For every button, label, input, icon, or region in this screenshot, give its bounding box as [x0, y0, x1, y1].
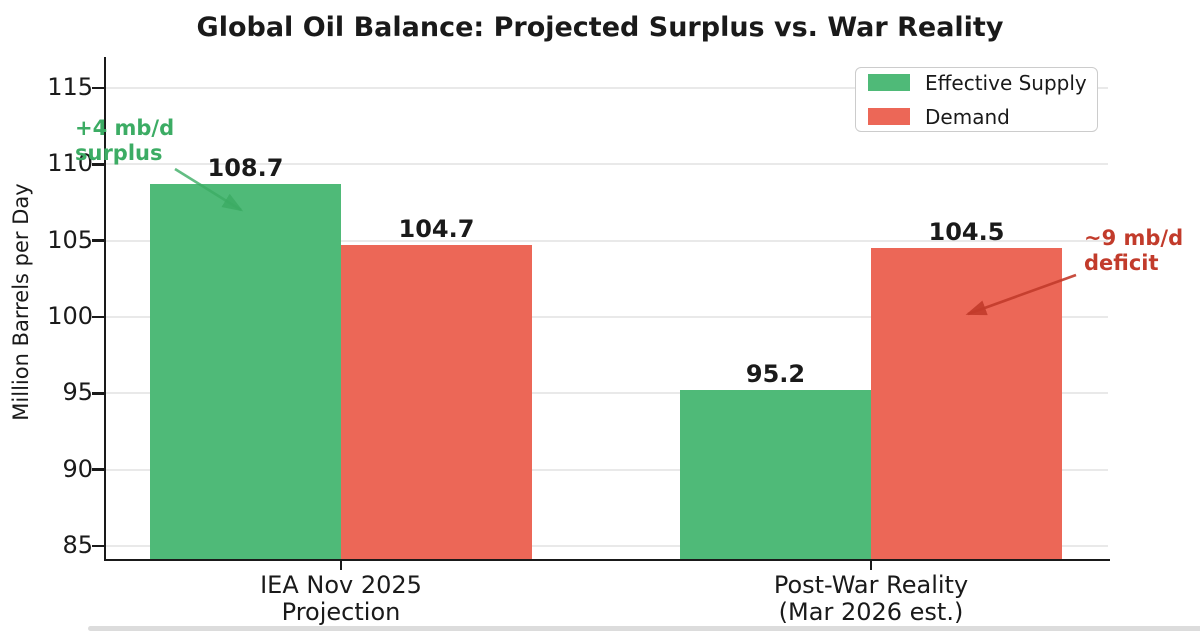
y-tick-95 [92, 392, 105, 395]
gridline-115 [106, 86, 1108, 89]
x-tick-label-0: IEA Nov 2025 Projection [181, 572, 501, 626]
y-tick-label-90: 90 [62, 454, 93, 483]
legend-item-effective-supply: Effective Supply [868, 70, 1087, 95]
x-tick-label-0-line2: Projection [281, 598, 401, 626]
bar-value-effective-supply-1: 95.2 [745, 360, 806, 389]
x-tick-1 [869, 560, 873, 570]
bar-demand-1 [871, 248, 1062, 560]
y-tick-label-110: 110 [47, 149, 93, 178]
bar-demand-0 [341, 245, 532, 560]
y-tick-label-105: 105 [47, 225, 93, 254]
y-tick-label-95: 95 [62, 378, 93, 407]
gridline-90 [106, 468, 1108, 471]
gridline-95 [106, 392, 1108, 395]
legend-item-demand: Demand [868, 105, 1085, 129]
legend-label-demand: Demand [925, 104, 1010, 129]
x-axis-line [103, 558, 1110, 561]
bar-effective-supply-1 [680, 390, 871, 560]
bar-value-demand-1: 104.5 [928, 218, 1005, 247]
x-tick-0 [339, 560, 343, 570]
chart-title: Global Oil Balance: Projected Surplus vs… [196, 12, 1004, 43]
x-tick-label-1: Post-War Reality (Mar 2026 est.) [711, 572, 1031, 626]
x-tick-label-1-line2: (Mar 2026 est.) [778, 598, 964, 626]
y-tick-90 [92, 468, 105, 471]
bar-value-effective-supply-0: 108.7 [207, 154, 284, 183]
legend-swatch-effective-supply [868, 74, 910, 91]
y-axis-line [103, 57, 106, 561]
annotation-deficit: ~9 mb/d deficit [1084, 226, 1183, 276]
x-tick-label-1-line1: Post-War Reality [773, 571, 969, 599]
gridline-105 [106, 239, 1108, 242]
bar-value-demand-0: 104.7 [398, 215, 475, 244]
y-tick-label-85: 85 [62, 531, 93, 559]
y-tick-100 [92, 315, 105, 319]
annotation-deficit-line1: ~9 mb/d [1084, 226, 1184, 250]
y-tick-label-115: 115 [47, 72, 93, 101]
bar-effective-supply-0 [150, 184, 341, 560]
gridline-85 [106, 545, 1108, 547]
legend-label-effective-supply: Effective Supply [925, 70, 1087, 95]
annotation-surplus: +4 mb/d surplus [75, 116, 174, 166]
y-tick-105 [92, 239, 105, 242]
bottom-edge-bar [88, 626, 1200, 631]
y-tick-110 [92, 163, 105, 166]
legend: Effective Supply Demand [855, 67, 1098, 132]
y-tick-85 [92, 544, 105, 548]
y-tick-label-100: 100 [47, 301, 93, 330]
gridline-100 [106, 315, 1108, 318]
annotation-surplus-line2: surplus [75, 141, 163, 165]
gridline-110 [106, 163, 1108, 166]
y-axis-label: Million Barrels per Day [9, 183, 33, 421]
y-tick-115 [92, 86, 105, 90]
legend-swatch-demand [868, 108, 910, 125]
annotation-surplus-line1: +4 mb/d [75, 116, 175, 140]
x-tick-label-0-line1: IEA Nov 2025 [260, 571, 422, 599]
annotation-deficit-line2: deficit [1084, 251, 1159, 275]
